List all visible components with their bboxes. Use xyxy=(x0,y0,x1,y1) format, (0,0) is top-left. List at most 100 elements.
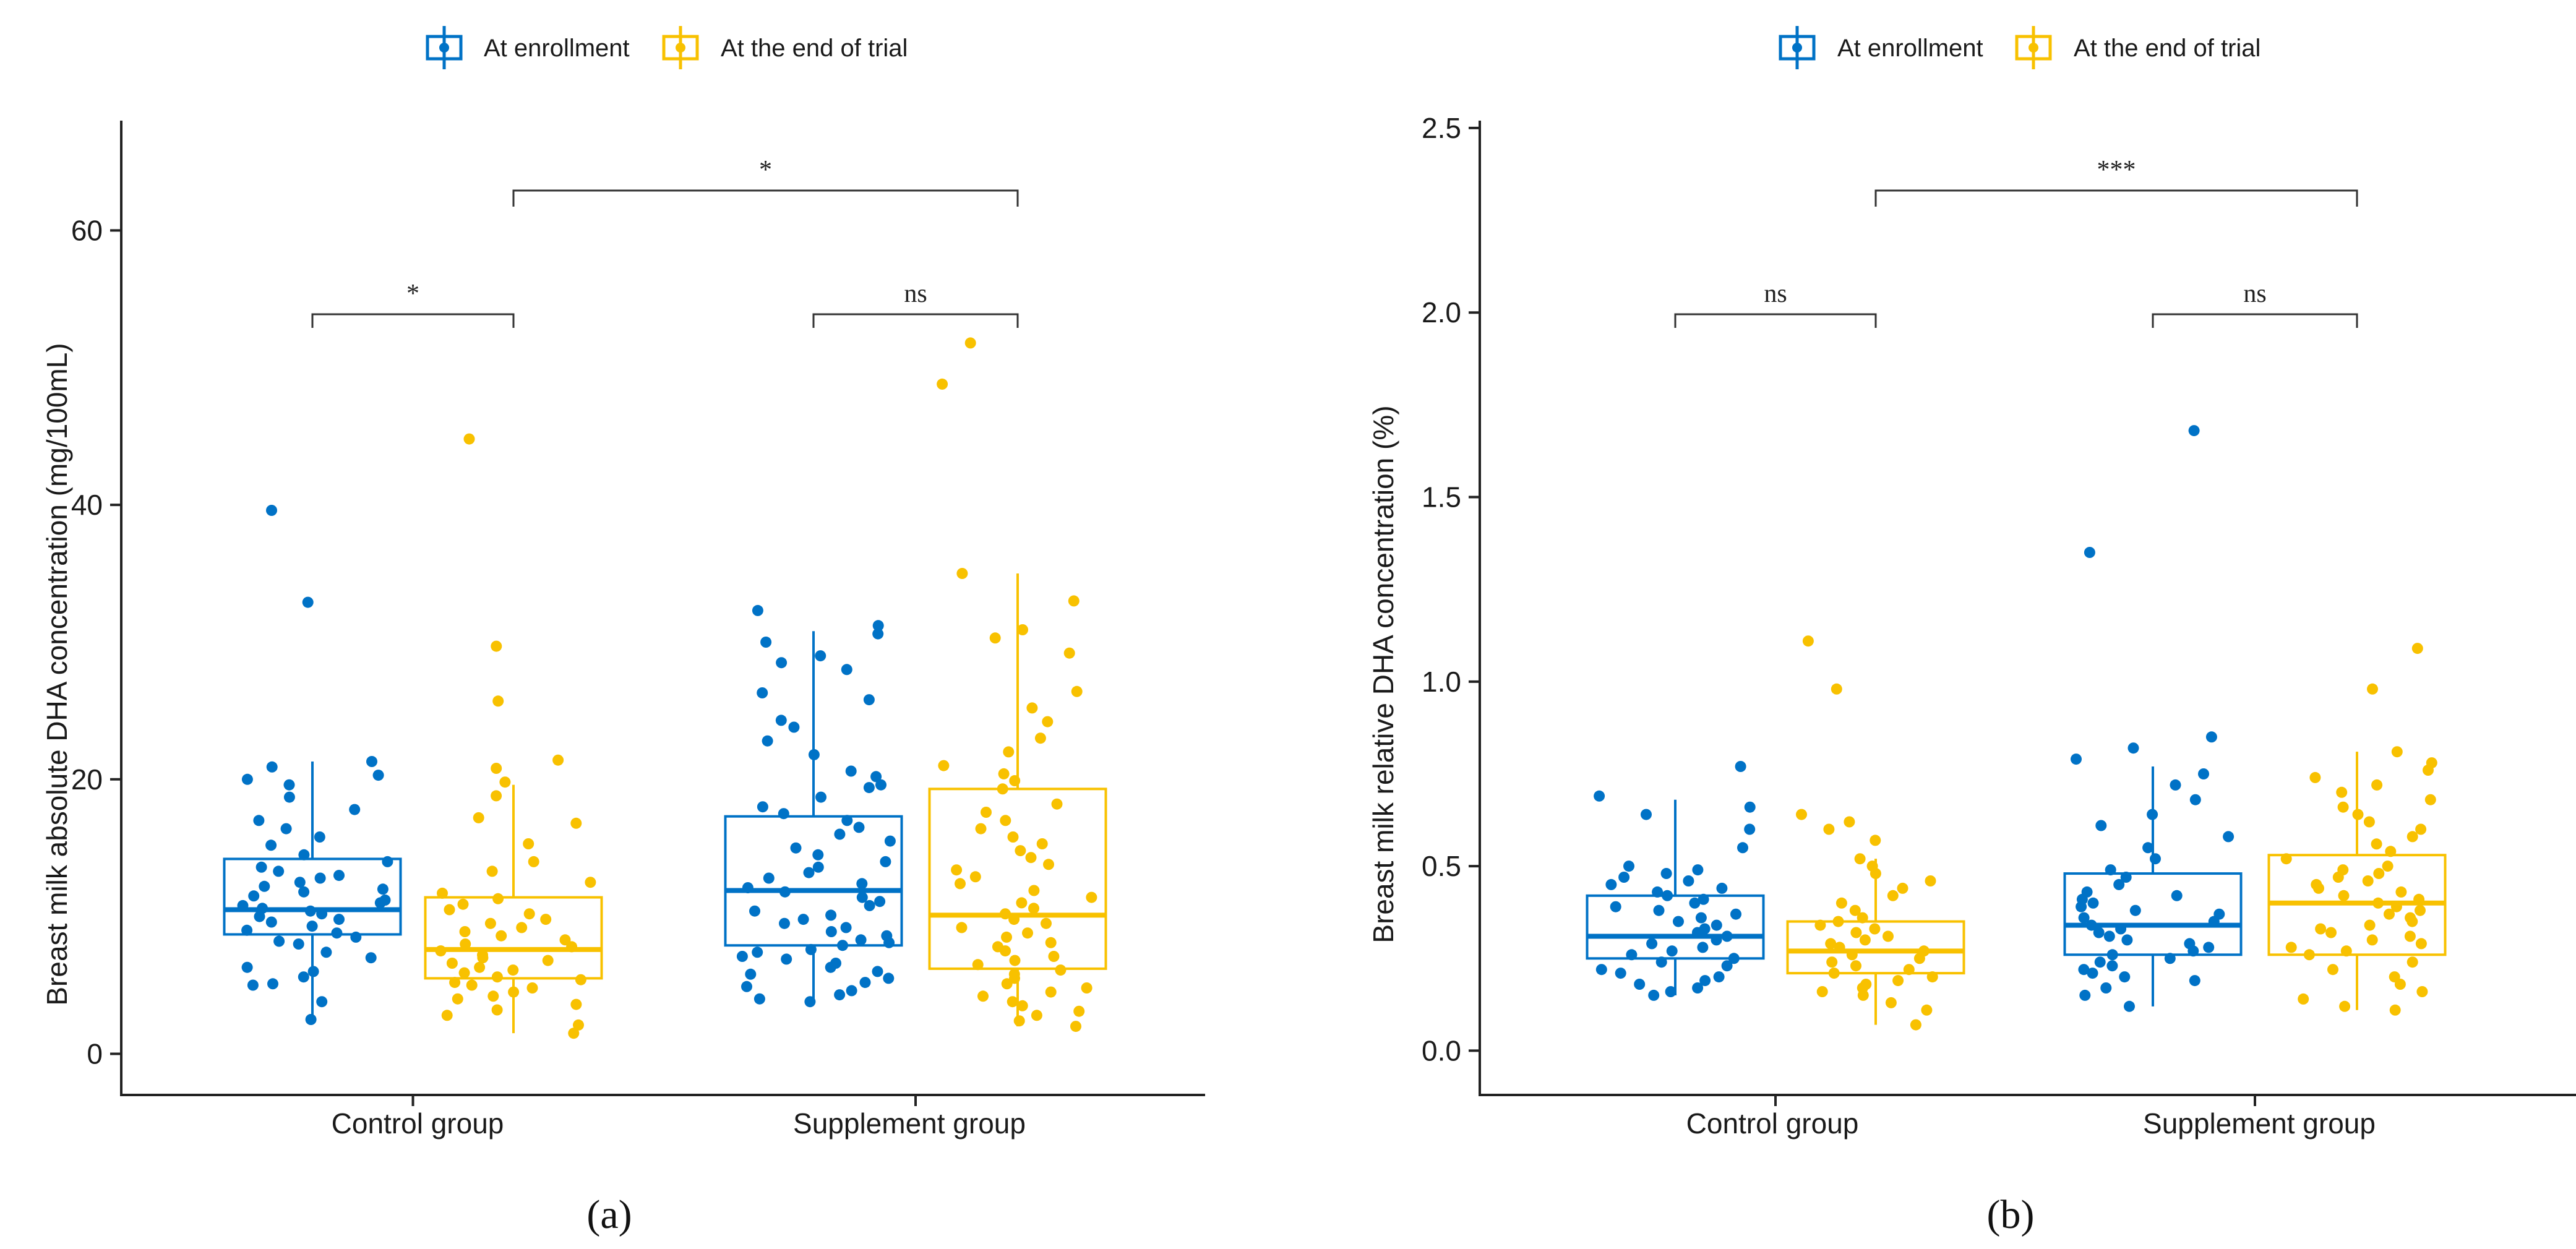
significance-label: *** xyxy=(2097,156,2136,184)
data-point xyxy=(2384,908,2395,920)
data-point xyxy=(1615,968,1626,979)
data-point xyxy=(1055,964,1067,976)
data-point xyxy=(815,650,826,662)
data-point xyxy=(2406,956,2418,968)
legend-item-enrollment: At enrollment xyxy=(426,26,630,69)
significance-label: ns xyxy=(2243,280,2266,308)
data-point xyxy=(1887,890,1899,901)
data-point xyxy=(1086,891,1097,903)
data-point xyxy=(1860,979,1872,990)
bracket-line xyxy=(812,313,1019,328)
data-point xyxy=(1641,809,1652,820)
data-point xyxy=(2120,872,2132,883)
data-point xyxy=(575,974,586,985)
data-point xyxy=(749,905,760,917)
data-point xyxy=(1648,989,1660,1001)
data-point xyxy=(883,972,895,984)
data-point xyxy=(253,815,265,826)
data-point xyxy=(803,867,815,878)
y-tick-label: 2.5 xyxy=(1422,112,1461,144)
data-point xyxy=(280,823,292,835)
data-point xyxy=(1897,882,1908,894)
data-point xyxy=(372,770,384,781)
data-point xyxy=(2337,864,2349,876)
data-point xyxy=(2078,964,2090,976)
data-point xyxy=(964,337,976,349)
data-point xyxy=(2352,809,2364,820)
data-point xyxy=(2298,993,2309,1005)
data-point xyxy=(491,763,502,774)
box-iqr xyxy=(223,857,402,936)
data-point xyxy=(1605,878,1617,890)
legend-item-enrollment: At enrollment xyxy=(1779,26,1983,69)
data-point xyxy=(523,908,535,920)
data-point xyxy=(526,982,538,994)
data-point xyxy=(2405,912,2416,924)
significance-label: * xyxy=(759,156,772,184)
data-point xyxy=(992,941,1003,953)
y-tick-label: 2.0 xyxy=(1422,296,1461,328)
data-point xyxy=(1008,968,1020,980)
data-point xyxy=(977,990,989,1002)
data-point xyxy=(2315,923,2327,935)
data-point xyxy=(969,871,981,883)
data-point xyxy=(320,946,332,958)
data-point xyxy=(457,898,469,910)
data-point xyxy=(2426,757,2437,769)
data-point xyxy=(298,886,310,898)
data-point xyxy=(753,993,765,1005)
data-point xyxy=(2147,809,2158,820)
data-point xyxy=(2127,742,2139,754)
data-point xyxy=(1026,702,1038,714)
significance-bracket: * xyxy=(311,280,515,328)
y-tick-label: 0 xyxy=(87,1037,103,1070)
significance-bracket: ns xyxy=(2152,280,2358,328)
data-point xyxy=(1925,875,1936,886)
significance-bracket: * xyxy=(512,156,1019,207)
data-point xyxy=(2363,816,2375,828)
data-point xyxy=(449,977,461,989)
data-point xyxy=(1814,919,1826,931)
data-point xyxy=(1000,908,1011,920)
bracket-line xyxy=(512,189,1019,207)
data-point xyxy=(2366,934,2378,946)
data-point xyxy=(2105,864,2116,876)
data-point xyxy=(333,870,345,882)
data-point xyxy=(1711,919,1722,931)
data-point xyxy=(316,996,328,1008)
data-point xyxy=(1017,624,1028,635)
legend-item-end-of-trial: At the end of trial xyxy=(2015,26,2260,69)
box-control-end-of-trial xyxy=(424,433,603,1039)
data-point xyxy=(2142,842,2154,854)
bracket-line xyxy=(1874,189,2358,207)
data-point xyxy=(955,878,966,890)
data-point xyxy=(314,872,326,884)
data-point xyxy=(1660,868,1672,879)
legend-b: At enrollment At the end of trial xyxy=(1779,26,2260,69)
data-point xyxy=(1918,945,1930,957)
data-point xyxy=(2404,930,2416,942)
legend-enrollment-label: At enrollment xyxy=(1837,35,1983,62)
data-point xyxy=(377,883,389,895)
data-point xyxy=(1744,823,1756,835)
legend-end-label: At the end of trial xyxy=(721,35,908,62)
data-point xyxy=(255,861,267,873)
data-point xyxy=(568,1028,580,1039)
data-point xyxy=(2395,886,2407,898)
data-point xyxy=(853,822,865,833)
legend-a: At enrollment At the end of trial xyxy=(426,26,908,69)
data-point xyxy=(1063,647,1075,659)
data-point xyxy=(1910,1019,1921,1031)
data-point xyxy=(1816,986,1828,997)
data-point xyxy=(1892,975,1904,987)
data-point xyxy=(797,914,809,925)
data-point xyxy=(1735,761,1746,772)
data-point xyxy=(473,812,484,823)
data-point xyxy=(247,979,259,991)
data-point xyxy=(779,917,790,929)
data-point xyxy=(2170,779,2181,791)
data-point xyxy=(1042,716,1054,728)
data-point xyxy=(2119,971,2131,983)
data-point xyxy=(2100,982,2112,994)
data-point xyxy=(841,815,853,826)
